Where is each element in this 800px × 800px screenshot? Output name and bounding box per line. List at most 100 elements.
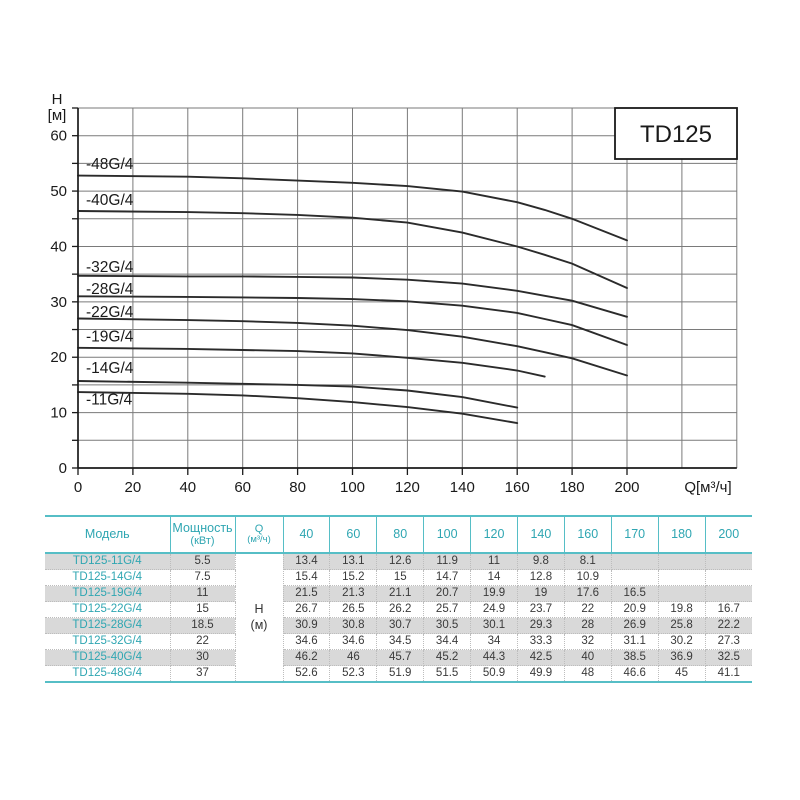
head-value-cell: 26.5 xyxy=(329,601,378,619)
head-value-cell: 15.2 xyxy=(329,569,378,587)
curve-48G/4 xyxy=(77,174,628,242)
head-value-cell: 26.7 xyxy=(283,601,331,619)
y-tick-label: 0 xyxy=(59,460,67,477)
head-value-cell: 30.7 xyxy=(376,617,425,635)
head-value-cell: 44.3 xyxy=(470,649,518,667)
head-value-cell: 20.7 xyxy=(423,585,472,603)
table-row-TD125-19G/4: TD125-19G/4 11 21.5 21.3 21.1 20.7 19.9 19 17.6 1… xyxy=(45,585,752,603)
head-value-cell: 26.9 xyxy=(611,617,659,635)
table-row-TD125-14G/4: TD125-14G/4 7.5 15.4 15.2 15 14.7 14 12.8 10.9 xyxy=(45,569,752,587)
head-value-cell: 45.2 xyxy=(423,649,472,667)
head-value-cell: 34 xyxy=(470,633,518,651)
head-value-cell: 51.9 xyxy=(376,665,425,683)
head-value-cell: 49.9 xyxy=(517,665,565,683)
head-value-cell: 52.6 xyxy=(283,665,331,683)
y-tick-label: 20 xyxy=(50,349,67,366)
head-value-cell: 32 xyxy=(564,633,612,651)
model-cell: TD125-28G/4 xyxy=(45,617,171,635)
curve-40G/4 xyxy=(77,210,628,289)
head-value-cell: 45.7 xyxy=(376,649,425,667)
table-header-row: Модель Мощность (кВт) Q (м³/ч) 40 60 80 100… xyxy=(45,516,752,555)
col-header-q-160: 160 xyxy=(564,516,612,555)
head-value-cell: 21.3 xyxy=(329,585,378,603)
table-row-TD125-22G/4: TD125-22G/4 15 26.7 26.5 26.2 25.7 24.9 23.7 22 2… xyxy=(45,601,752,619)
head-value-cell: 16.7 xyxy=(705,601,752,619)
model-cell: TD125-19G/4 xyxy=(45,585,171,603)
power-cell: 22 xyxy=(170,633,236,651)
model-cell: TD125-32G/4 xyxy=(45,633,171,651)
head-value-cell: 11 xyxy=(470,553,518,571)
head-value-cell xyxy=(611,553,659,571)
performance-table: Модель Мощность (кВт) Q (м³/ч) 40 60 80 100… xyxy=(45,515,752,684)
col-header-q-60: 60 xyxy=(329,516,378,555)
head-unit-cell: H (м) xyxy=(235,553,284,683)
x-tick-label: 40 xyxy=(179,479,196,496)
head-value-cell: 23.7 xyxy=(517,601,565,619)
x-tick-label: 60 xyxy=(234,479,251,496)
col-header-q-120: 120 xyxy=(470,516,518,555)
y-axis-name: [м] xyxy=(48,107,67,124)
head-value-cell: 24.9 xyxy=(470,601,518,619)
head-value-cell: 32.5 xyxy=(705,649,752,667)
head-value-cell: 42.5 xyxy=(517,649,565,667)
head-value-cell: 48 xyxy=(564,665,612,683)
head-value-cell xyxy=(705,569,752,587)
head-value-cell: 25.8 xyxy=(658,617,706,635)
head-value-cell: 13.1 xyxy=(329,553,378,571)
table-row-TD125-40G/4: TD125-40G/4 30 46.2 46 45.7 45.2 44.3 42.5 40 38.… xyxy=(45,649,752,667)
y-tick-label: 50 xyxy=(50,183,67,200)
head-value-cell: 27.3 xyxy=(705,633,752,651)
curve-22G/4 xyxy=(77,317,628,377)
head-value-cell: 13.4 xyxy=(283,553,331,571)
x-tick-label: 0 xyxy=(74,479,82,496)
head-value-cell: 19 xyxy=(517,585,565,603)
head-value-cell: 14 xyxy=(470,569,518,587)
head-value-cell: 19.8 xyxy=(658,601,706,619)
head-value-cell: 46.6 xyxy=(611,665,659,683)
head-value-cell: 31.1 xyxy=(611,633,659,651)
curve-19G/4 xyxy=(77,346,546,378)
col-header-power: Мощность (кВт) xyxy=(170,516,236,555)
col-header-flow: Q (м³/ч) xyxy=(235,516,284,555)
curve-11G/4 xyxy=(77,391,519,425)
head-value-cell: 19.9 xyxy=(470,585,518,603)
power-cell: 5.5 xyxy=(170,553,236,571)
y-tick-label: 60 xyxy=(50,128,67,145)
curve-14G/4 xyxy=(77,380,519,409)
head-value-cell: 40 xyxy=(564,649,612,667)
head-value-cell: 52.3 xyxy=(329,665,378,683)
y-tick-label: 10 xyxy=(50,405,67,422)
head-value-cell: 22.2 xyxy=(705,617,752,635)
model-cell: TD125-14G/4 xyxy=(45,569,171,587)
curve-label-14G/4: -14G/4 xyxy=(86,360,134,377)
head-value-cell: 41.1 xyxy=(705,665,752,683)
x-tick-label: 200 xyxy=(614,479,639,496)
head-value-cell: 38.5 xyxy=(611,649,659,667)
power-cell: 30 xyxy=(170,649,236,667)
head-value-cell: 45 xyxy=(658,665,706,683)
model-cell: TD125-48G/4 xyxy=(45,665,171,683)
head-value-cell: 30.1 xyxy=(470,617,518,635)
chart-title: TD125 xyxy=(640,121,712,148)
head-value-cell: 10.9 xyxy=(564,569,612,587)
curve-32G/4 xyxy=(77,274,628,318)
head-value-cell: 36.9 xyxy=(658,649,706,667)
curve-label-19G/4: -19G/4 xyxy=(86,329,134,346)
x-tick-label: 180 xyxy=(560,479,585,496)
model-cell: TD125-40G/4 xyxy=(45,649,171,667)
head-value-cell: 50.9 xyxy=(470,665,518,683)
head-value-cell: 15.4 xyxy=(283,569,331,587)
head-value-cell: 21.1 xyxy=(376,585,425,603)
col-header-q-140: 140 xyxy=(517,516,565,555)
head-value-cell: 30.5 xyxy=(423,617,472,635)
head-value-cell: 28 xyxy=(564,617,612,635)
head-value-cell: 34.5 xyxy=(376,633,425,651)
table-row-TD125-28G/4: TD125-28G/4 18.5 30.9 30.8 30.7 30.5 30.1 29.3 2… xyxy=(45,617,752,635)
head-value-cell xyxy=(705,553,752,571)
curve-label-28G/4: -28G/4 xyxy=(86,281,134,298)
curve-label-40G/4: -40G/4 xyxy=(86,192,134,209)
head-value-cell: 20.9 xyxy=(611,601,659,619)
x-tick-label: 100 xyxy=(340,479,365,496)
model-cell: TD125-22G/4 xyxy=(45,601,171,619)
power-cell: 18.5 xyxy=(170,617,236,635)
